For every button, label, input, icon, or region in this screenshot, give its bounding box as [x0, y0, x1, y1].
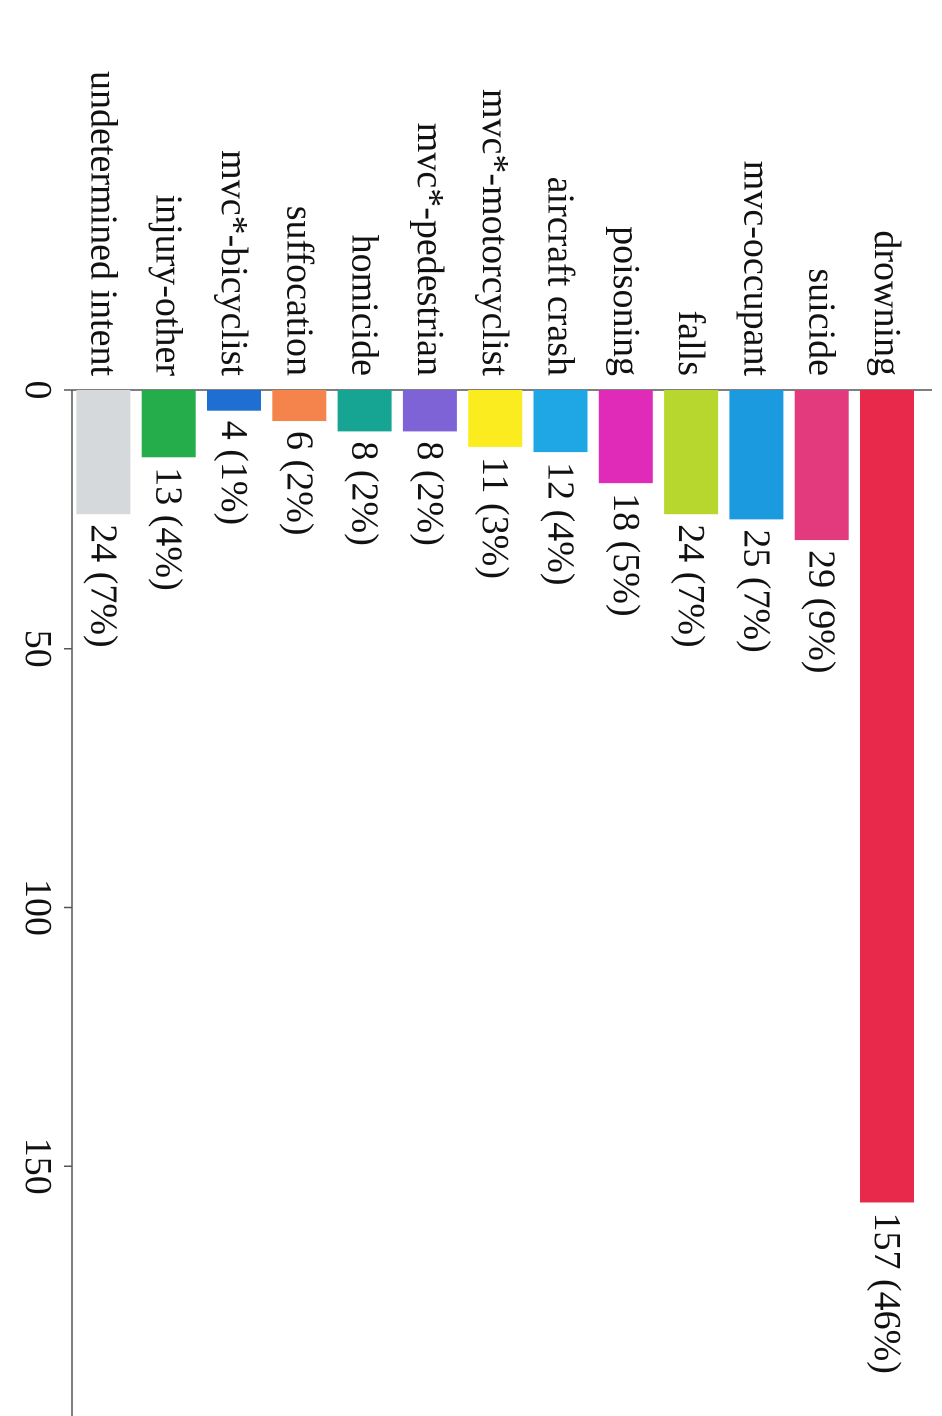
value-label: 12 (4%)	[540, 462, 582, 585]
category-label: poisoning	[605, 226, 647, 376]
category-label: falls	[670, 311, 712, 376]
bars	[76, 390, 914, 1203]
labels: drowning 157 (46%) suicide 29 (9%) mvc-occup…	[82, 71, 908, 1374]
category-label: suicide	[801, 268, 843, 376]
bar-falls	[664, 390, 719, 515]
value-axis: 0 50 100 150	[17, 381, 932, 1416]
bar-drowning	[860, 390, 914, 1203]
category-label: homicide	[344, 235, 386, 376]
bar-injury-other	[141, 390, 196, 458]
bar-suffocation	[272, 390, 327, 422]
value-label: 29 (9%)	[801, 550, 843, 673]
value-label: 6 (2%)	[278, 431, 320, 535]
value-label: 24 (7%)	[82, 524, 124, 647]
bar-poisoning	[598, 390, 653, 484]
bar-suicide	[794, 390, 849, 541]
value-label: 4 (1%)	[213, 421, 255, 525]
value-label: 11 (3%)	[474, 457, 516, 579]
value-label: 24 (7%)	[670, 524, 712, 647]
category-label: drowning	[866, 230, 908, 376]
value-label: 157 (46%)	[866, 1212, 908, 1373]
value-label: 13 (4%)	[148, 467, 190, 590]
value-tick-label: 50	[17, 630, 59, 668]
bar-aircraft-crash	[533, 390, 588, 453]
value-tick-label: 100	[17, 879, 59, 936]
category-label: undetermined intent	[82, 71, 124, 376]
value-tick-label: 0	[17, 381, 59, 400]
bar-homicide	[337, 390, 392, 432]
value-label: 8 (2%)	[344, 441, 386, 545]
category-label: aircraft crash	[540, 177, 582, 376]
value-label: 18 (5%)	[605, 493, 647, 616]
bar-mvc-pedestrian	[402, 390, 457, 432]
category-label: mvc*-pedestrian	[409, 123, 451, 376]
category-label: suffocation	[278, 206, 320, 376]
category-label: mvc*-bicyclist	[213, 150, 255, 376]
value-label: 8 (2%)	[409, 441, 451, 545]
value-tick-label: 150	[17, 1138, 59, 1195]
bar-mvc-bicyclist	[207, 390, 261, 411]
category-label: mvc*-motorcyclist	[474, 89, 516, 376]
value-label: 25 (7%)	[735, 529, 777, 652]
bar-mvc-motorcyclist	[468, 390, 523, 447]
category-label: mvc-occupant	[735, 161, 777, 377]
category-label: injury-other	[148, 194, 190, 376]
bar-undetermined-intent	[76, 390, 131, 515]
bar-mvc-occupant	[729, 390, 784, 520]
